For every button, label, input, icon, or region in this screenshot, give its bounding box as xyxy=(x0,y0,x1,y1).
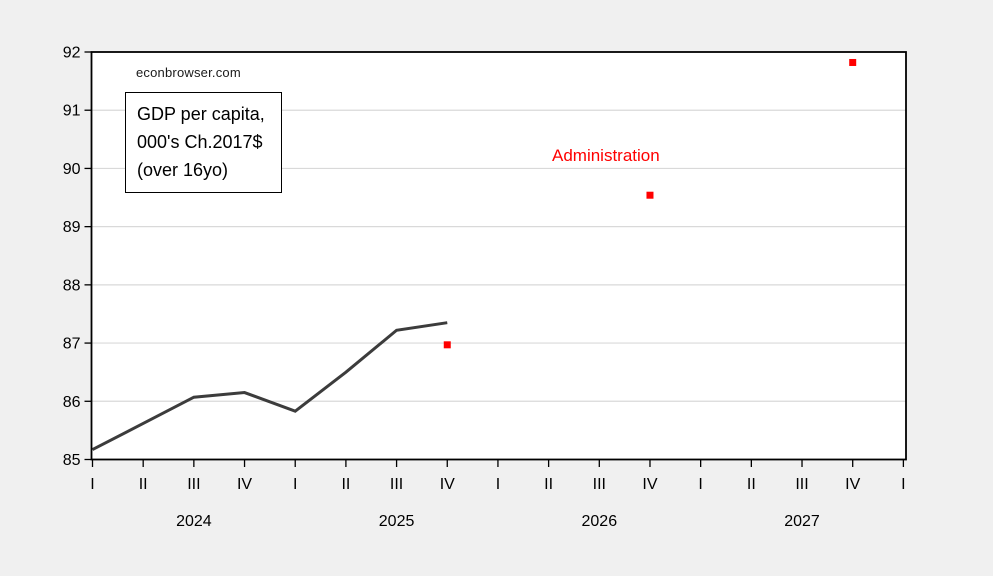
plot-frame xyxy=(90,51,907,461)
x-tick-label: III xyxy=(390,476,403,493)
y-tick-label: 91 xyxy=(63,103,81,120)
x-tick-label: III xyxy=(187,476,200,493)
x-tick-label: III xyxy=(795,476,808,493)
x-tick-label: II xyxy=(139,476,148,493)
y-tick-label: 89 xyxy=(63,219,81,236)
x-tick-label: I xyxy=(90,476,94,493)
administration-label: Administration xyxy=(552,146,660,165)
gdp-line-series xyxy=(91,321,448,451)
x-tick-label: II xyxy=(747,476,756,493)
x-tick-label: IV xyxy=(642,476,657,493)
year-label: 2026 xyxy=(582,513,618,530)
y-tick-label: 90 xyxy=(63,161,81,178)
y-tick-label: 87 xyxy=(63,336,81,353)
x-tick-label: I xyxy=(698,476,702,493)
note-line: GDP per capita, xyxy=(137,104,265,124)
administration-marker xyxy=(646,191,654,199)
x-tick-label: I xyxy=(496,476,500,493)
x-tick-label: II xyxy=(544,476,553,493)
series-note-box: GDP per capita, 000's Ch.2017$ (over 16y… xyxy=(125,92,282,193)
x-tick-label: II xyxy=(341,476,350,493)
y-tick-label: 86 xyxy=(63,394,81,411)
year-label: 2025 xyxy=(379,513,415,530)
x-tick-label: IV xyxy=(237,476,252,493)
x-tick-label: III xyxy=(593,476,606,493)
x-tick-label: IV xyxy=(845,476,860,493)
administration-marker xyxy=(443,341,451,349)
y-tick-label: 92 xyxy=(63,45,81,62)
watermark-econbrowser: econbrowser.com xyxy=(136,65,241,80)
administration-marker xyxy=(849,58,857,66)
year-label: 2024 xyxy=(176,513,212,530)
note-line: 000's Ch.2017$ xyxy=(137,132,263,152)
year-label: 2027 xyxy=(784,513,820,530)
x-tick-label: I xyxy=(293,476,297,493)
y-tick-label: 85 xyxy=(63,452,81,469)
x-tick-label: IV xyxy=(440,476,455,493)
y-tick-label: 88 xyxy=(63,277,81,294)
note-line: (over 16yo) xyxy=(137,160,229,180)
x-tick-label: I xyxy=(901,476,905,493)
